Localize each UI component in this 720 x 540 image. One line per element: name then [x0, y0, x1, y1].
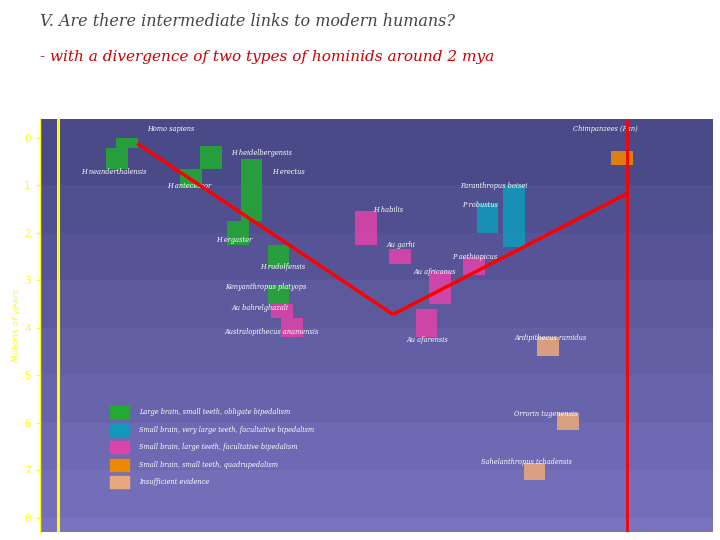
Bar [110, 476, 129, 488]
Text: Chimpanzees (Pan): Chimpanzees (Pan) [573, 125, 637, 133]
Bar [537, 337, 559, 356]
Bar [523, 463, 545, 480]
Y-axis label: Millions of years: Millions of years [12, 289, 21, 362]
Bar [180, 168, 202, 187]
Bar [268, 245, 289, 268]
Text: P aethiopicus: P aethiopicus [451, 253, 497, 261]
Text: Small brain, small teeth, quadrupedalism: Small brain, small teeth, quadrupedalism [139, 461, 278, 469]
Bar [477, 204, 498, 233]
Text: H neanderthalensis: H neanderthalensis [81, 168, 147, 176]
Bar [107, 148, 127, 168]
Text: H habilis: H habilis [373, 206, 403, 214]
Bar [40, 375, 713, 423]
Bar [200, 146, 222, 168]
Text: H rudolfensis: H rudolfensis [261, 263, 305, 271]
Bar [110, 406, 129, 418]
Bar [463, 256, 485, 275]
Text: Au garhi: Au garhi [387, 241, 415, 248]
Bar [429, 271, 451, 304]
Bar [271, 304, 293, 318]
Bar [40, 328, 713, 375]
Text: P robustus: P robustus [462, 201, 498, 209]
Bar [268, 285, 289, 304]
Bar [241, 159, 262, 221]
Bar [611, 151, 633, 165]
Bar [389, 249, 410, 264]
Text: - with a divergence of two types of hominids around 2 mya: - with a divergence of two types of homi… [40, 50, 494, 64]
Bar [110, 441, 129, 453]
Text: Au afarensis: Au afarensis [407, 335, 449, 343]
Text: Orrorin tugenensis: Orrorin tugenensis [514, 410, 577, 418]
Bar [503, 185, 525, 247]
Text: Large brain, small teeth, obligate bipedalism: Large brain, small teeth, obligate biped… [139, 408, 290, 416]
Text: Small brain, very large teeth, facultative bipedalism: Small brain, very large teeth, facultati… [139, 426, 315, 434]
Bar [40, 518, 713, 532]
Text: Paranthropus boisei: Paranthropus boisei [460, 182, 528, 190]
Bar [557, 413, 579, 430]
Text: Insufficient evidence: Insufficient evidence [139, 478, 210, 487]
Bar [40, 423, 713, 470]
Text: Au africanus: Au africanus [413, 268, 456, 276]
Text: H ergaster: H ergaster [216, 236, 252, 244]
Bar [356, 211, 377, 245]
Bar [228, 221, 249, 245]
Text: Australopithecus anamensis: Australopithecus anamensis [225, 328, 319, 335]
Bar [40, 280, 713, 328]
Text: Kenyanthropus platyops: Kenyanthropus platyops [225, 284, 306, 292]
Text: Au bahrelghazali: Au bahrelghazali [231, 304, 289, 312]
Text: H antecessor: H antecessor [168, 182, 212, 190]
Bar [40, 185, 713, 233]
Text: H heidelbergensis: H heidelbergensis [231, 149, 292, 157]
Bar [40, 470, 713, 518]
Text: V. Are there intermediate links to modern humans?: V. Are there intermediate links to moder… [40, 14, 454, 30]
Bar [110, 459, 129, 471]
Bar [282, 318, 303, 337]
Text: Small brain, large teeth, facultative bipedalism: Small brain, large teeth, facultative bi… [139, 443, 298, 451]
Text: Ardipithecus ramidus: Ardipithecus ramidus [514, 334, 587, 342]
Bar [117, 138, 138, 148]
Text: Sahelanthropus tchadensis: Sahelanthropus tchadensis [480, 457, 572, 465]
Bar [416, 309, 438, 337]
Text: Homo sapiens: Homo sapiens [148, 125, 194, 133]
Bar [40, 138, 713, 185]
Text: H erectus: H erectus [272, 168, 305, 176]
Bar [110, 424, 129, 435]
Bar [40, 233, 713, 280]
